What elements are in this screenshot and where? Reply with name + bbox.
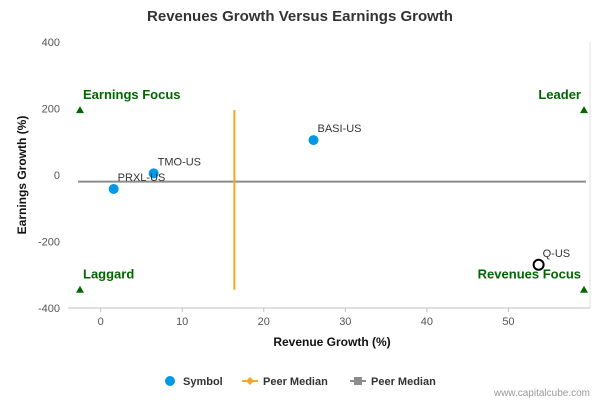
chart-title: Revenues Growth Versus Earnings Growth <box>147 8 453 25</box>
quadrant-label: Laggard <box>83 267 134 282</box>
axis-ticks: 0 10 20 30 40 50 400 200 0 -200 -400 <box>38 37 515 328</box>
credit-text: www.capitalcube.com <box>493 388 590 399</box>
legend-square-marker <box>354 377 362 385</box>
peer-median-lines <box>78 110 586 290</box>
data-point[interactable] <box>532 258 545 271</box>
y-axis-title: Earnings Growth (%) <box>15 116 29 235</box>
data-points: BASI-US TMO-US PRXL-US Q-US <box>108 123 571 271</box>
data-point[interactable] <box>108 183 119 194</box>
x-tick-label: 30 <box>339 316 351 328</box>
legend-label: Symbol <box>183 376 223 388</box>
quadrant-marker <box>580 106 588 114</box>
legend-label: Peer Median <box>263 376 328 388</box>
x-tick-label: 50 <box>502 316 514 328</box>
data-point-label: BASI-US <box>318 123 362 135</box>
y-tick-label: 200 <box>42 104 60 116</box>
quadrant-marker <box>580 285 588 293</box>
plot-area <box>68 42 591 309</box>
data-point[interactable] <box>148 168 159 179</box>
x-tick-label: 10 <box>176 316 188 328</box>
y-tick-label: 0 <box>54 170 60 182</box>
x-tick-label: 20 <box>258 316 270 328</box>
legend: Symbol Peer Median Peer Median <box>165 376 436 388</box>
legend-label: Peer Median <box>371 376 436 388</box>
x-tick-label: 40 <box>421 316 433 328</box>
quadrant-label: Earnings Focus <box>83 87 181 102</box>
data-point-label: PRXL-US <box>118 172 166 184</box>
legend-symbol-marker <box>165 376 175 386</box>
data-point-label: Q-US <box>543 248 571 260</box>
quadrant-label: Revenues Focus <box>478 267 581 282</box>
x-axis-title: Revenue Growth (%) <box>273 335 390 349</box>
y-tick-label: -400 <box>38 303 60 315</box>
x-tick-label: 0 <box>98 316 104 328</box>
quadrant-labels: Earnings Focus Leader Laggard Revenues Focu… <box>76 87 588 293</box>
legend-diamond-marker <box>246 377 254 385</box>
quadrant-label: Leader <box>538 87 581 102</box>
data-point[interactable] <box>308 135 319 146</box>
y-tick-label: -200 <box>38 237 60 249</box>
quadrant-marker <box>76 285 84 293</box>
data-point-label: TMO-US <box>158 156 201 168</box>
y-tick-label: 400 <box>42 37 60 49</box>
quadrant-marker <box>76 106 84 114</box>
